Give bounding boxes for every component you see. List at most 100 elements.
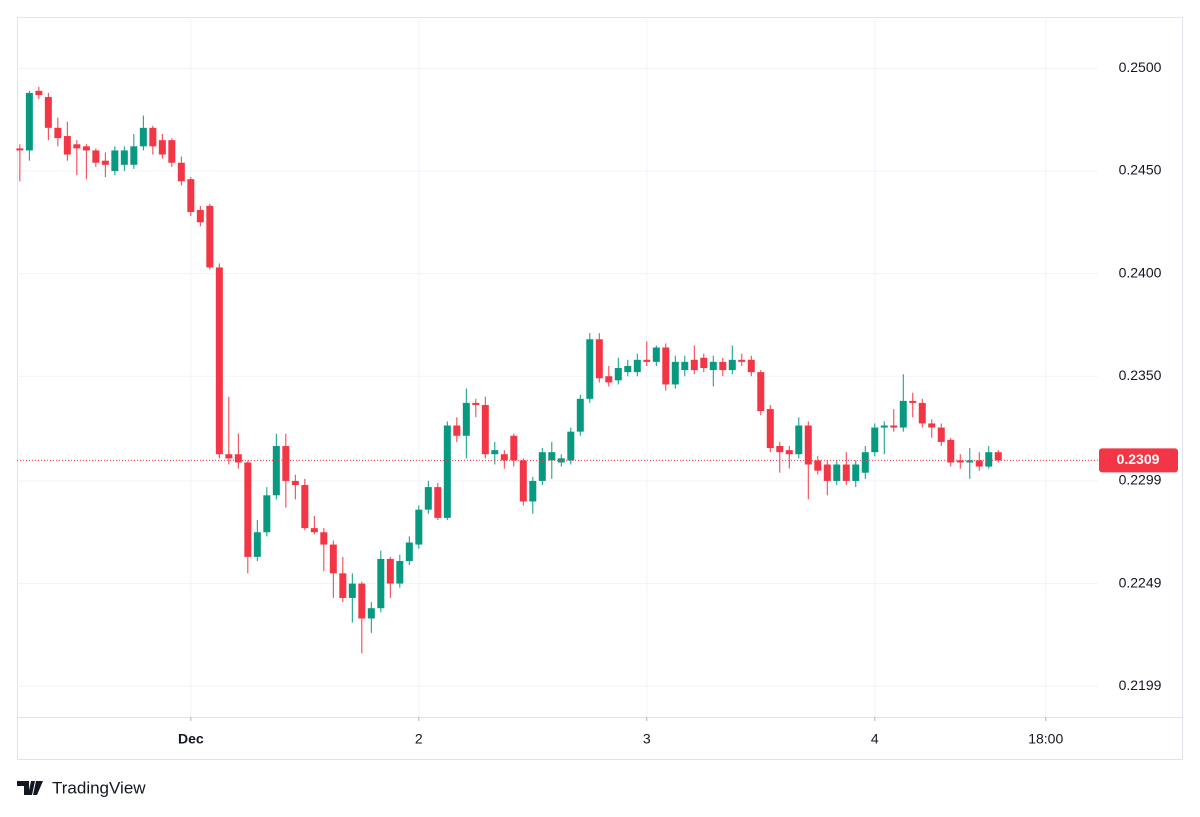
candle-body (358, 583, 366, 619)
candle-body (538, 452, 546, 481)
candle-body (586, 339, 594, 399)
y-tick-label: 0.2450 (1119, 162, 1162, 178)
candle-body (405, 542, 413, 561)
candle-body (624, 365, 632, 373)
candle-body (747, 359, 755, 373)
candle-body (871, 427, 879, 453)
candle-body (82, 146, 90, 151)
brand-name[interactable]: TradingView (52, 778, 146, 797)
candle-body (557, 458, 565, 463)
x-tick-label: 2 (415, 731, 423, 747)
candle-body (823, 464, 831, 481)
candle-body (120, 150, 128, 165)
candle-body (766, 409, 774, 449)
candle-body (985, 452, 993, 467)
candle-body (757, 372, 765, 412)
candle-body (206, 205, 214, 268)
candle-body (44, 97, 52, 128)
candle-body (225, 454, 233, 459)
candle-body (966, 460, 974, 463)
candle-body (605, 376, 613, 383)
candle-body (833, 464, 841, 481)
candle-body (937, 427, 945, 442)
candle-body (443, 425, 451, 518)
candle-body (282, 446, 290, 481)
x-tick-label: Dec (178, 731, 204, 747)
candle-body (472, 402, 480, 405)
candle-body (890, 425, 898, 428)
candle-body (880, 425, 888, 428)
candle-body (168, 140, 176, 163)
candle-body (272, 446, 280, 496)
chart-frame (17, 17, 1183, 760)
candle-body (310, 528, 318, 533)
candle-body (462, 402, 470, 436)
candle-body (25, 92, 33, 151)
candle-body (576, 398, 584, 432)
y-tick-label: 0.2299 (1119, 472, 1162, 488)
candle-body (54, 127, 62, 139)
candle-body (994, 452, 1002, 461)
candle-body (396, 560, 404, 584)
candle-body (481, 404, 489, 455)
candle-body (63, 136, 71, 155)
y-tick-label: 0.2249 (1119, 574, 1162, 590)
candle-body (130, 146, 138, 165)
candles (16, 86, 1002, 654)
candle-body (671, 361, 679, 385)
candle-body (139, 127, 147, 147)
y-tick-label: 0.2199 (1119, 677, 1162, 693)
candle-body (899, 400, 907, 428)
candle-body (975, 460, 983, 467)
candle-body (719, 361, 727, 371)
candle-body (614, 368, 622, 381)
candle-body (567, 431, 575, 461)
brand-logo: TradingView (17, 778, 146, 797)
candle-body (928, 423, 936, 428)
candle-body (700, 357, 708, 369)
candle-body (453, 425, 461, 436)
candle-body (595, 339, 603, 379)
candle-body (681, 361, 689, 371)
candle-body (500, 454, 508, 461)
candle-body (690, 359, 698, 371)
candle-body (348, 583, 356, 598)
candle-body (776, 446, 784, 453)
candle-body (728, 359, 736, 371)
y-tick-label: 0.2500 (1119, 59, 1162, 75)
candle-body (35, 90, 43, 96)
x-tick-label: 18:00 (1028, 731, 1063, 747)
candle-body (329, 544, 337, 574)
candle-body (510, 435, 518, 461)
candle-body (424, 487, 432, 510)
y-tick-label: 0.2400 (1119, 264, 1162, 280)
candle-body (92, 150, 100, 163)
candle-body (101, 160, 109, 165)
candle-body (434, 487, 442, 518)
candle-body (111, 150, 119, 171)
candle-body (187, 179, 195, 213)
candle-body (367, 608, 375, 619)
last-price-label: 0.2309 (1117, 451, 1160, 467)
candle-body (652, 347, 660, 362)
candle-body (529, 480, 537, 502)
candle-body (339, 573, 347, 598)
candle-body (842, 464, 850, 481)
candle-body (196, 209, 204, 223)
x-tick-label: 4 (871, 731, 879, 747)
candle-body (643, 359, 651, 362)
candle-body (253, 532, 261, 557)
candle-body (947, 439, 955, 463)
candle-body (149, 127, 157, 147)
candle-body (662, 347, 670, 385)
candle-body (158, 140, 166, 155)
candle-body (215, 267, 223, 455)
candle-body (785, 450, 793, 455)
x-tick-label: 3 (643, 731, 651, 747)
logo-mark (17, 781, 43, 795)
candle-body (633, 359, 641, 373)
candle-body (956, 460, 964, 463)
candle-body (386, 558, 394, 584)
candle-body (918, 402, 926, 424)
